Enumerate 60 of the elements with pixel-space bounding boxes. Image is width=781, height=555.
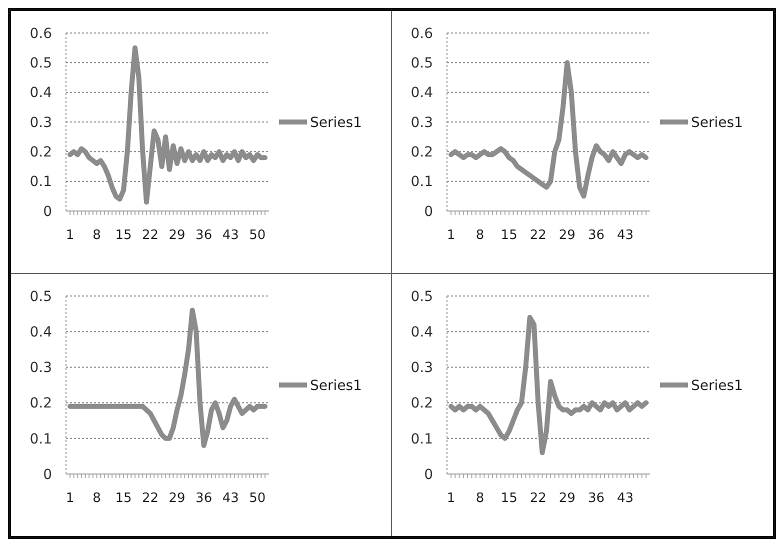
x-tick-label: 43 [222,228,239,243]
y-tick-label: 0 [424,466,433,483]
x-tick-label: 29 [558,228,576,243]
x-tick-label: 50 [249,228,266,243]
legend-label: Series1 [691,114,743,131]
x-tick-label: 1 [446,228,456,243]
y-tick-label: 0.1 [30,174,52,190]
y-tick-label: 0.4 [30,324,52,340]
x-tick-label: 1 [446,491,456,506]
x-tick-label: 8 [476,228,484,243]
y-tick-label: 0.2 [410,396,433,412]
x-tick-label: 15 [500,491,518,506]
x-tick-label: 36 [196,228,212,243]
x-tick-label: 1 [66,228,74,243]
y-tick-label: 0.1 [410,174,433,190]
legend-label: Series1 [310,378,362,394]
y-tick-label: 0.3 [410,114,433,131]
y-tick-label: 0.5 [30,288,52,305]
x-tick-label: 43 [222,491,239,506]
x-tick-label: 22 [142,491,159,506]
x-tick-label: 22 [530,491,546,506]
x-tick-label: 29 [168,228,186,243]
x-tick-label: 8 [92,491,101,506]
y-tick-label: 0.2 [410,144,433,161]
x-tick-label: 50 [249,491,266,506]
x-tick-label: 36 [588,491,604,506]
y-tick-label: 0.3 [410,360,433,376]
y-tick-label: 0.4 [30,85,52,102]
x-tick-label: 15 [115,228,132,243]
x-tick-label: 15 [115,491,132,506]
y-tick-label: 0.5 [410,288,433,305]
legend-label: Series1 [691,378,743,394]
y-tick-label: 0.1 [410,431,433,448]
x-tick-label: 8 [476,491,484,506]
x-tick-label: 43 [616,228,634,243]
x-tick-label: 29 [168,491,186,506]
y-tick-label: 0 [424,204,433,220]
y-tick-label: 0.3 [30,114,52,131]
y-tick-label: 0.6 [30,26,52,42]
x-tick-label: 8 [92,228,101,243]
y-tick-label: 0.5 [410,56,433,72]
x-tick-label: 22 [530,228,546,243]
x-tick-label: 15 [500,228,518,243]
x-tick-label: 43 [616,491,634,506]
y-tick-label: 0.4 [410,85,434,102]
y-tick-label: 0.4 [410,324,434,340]
y-tick-label: 0.5 [30,56,52,72]
y-tick-label: 0.6 [410,26,434,42]
x-tick-label: 29 [558,491,576,506]
x-tick-label: 36 [588,228,604,243]
y-tick-label: 0.3 [30,360,52,376]
y-tick-label: 0.2 [30,144,52,161]
x-tick-label: 36 [196,491,212,506]
y-tick-label: 0.2 [30,396,52,412]
legend-label: Series1 [310,114,362,131]
y-tick-label: 0 [43,204,52,220]
y-tick-label: 0 [43,466,52,483]
y-tick-label: 0.1 [30,431,52,448]
x-tick-label: 1 [66,491,74,506]
x-tick-label: 22 [142,228,159,243]
